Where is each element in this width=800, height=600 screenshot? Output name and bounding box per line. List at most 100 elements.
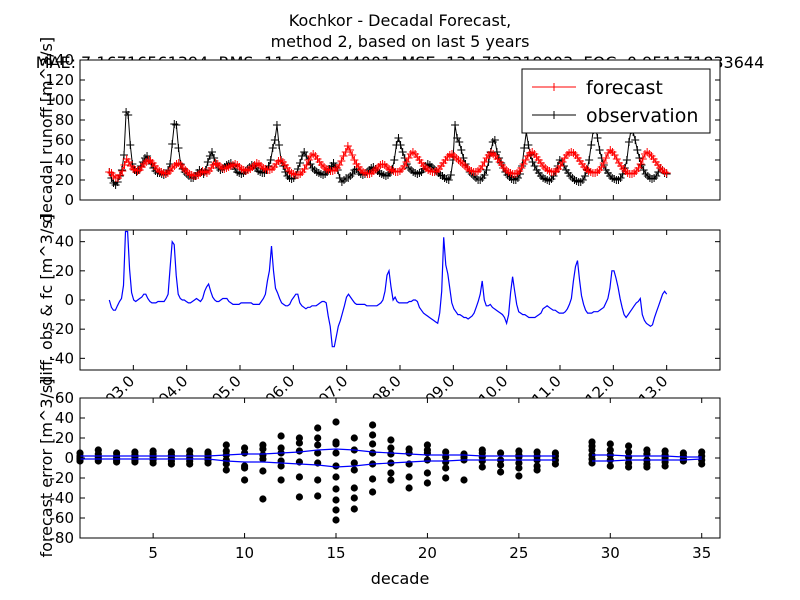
error-point	[405, 449, 413, 457]
series-marker-observation	[643, 172, 652, 180]
series-marker-observation	[566, 172, 575, 180]
series-marker-observation	[624, 138, 633, 146]
error-point	[625, 453, 633, 461]
series-marker-observation	[300, 148, 309, 156]
error-point	[369, 475, 377, 483]
series-marker-observation	[205, 152, 214, 160]
series-marker-observation	[377, 170, 386, 178]
x-tick-label: 20	[418, 544, 437, 562]
forecast-error-panel: -80 -60 -40 -20 0 20 40 60 5 10 15 20 25 30 35 forecast…	[37, 379, 721, 588]
series-marker-observation	[457, 146, 466, 154]
series-marker-observation	[488, 138, 497, 146]
series-marker-forecast	[662, 169, 671, 177]
error-point	[350, 434, 358, 442]
series-marker-observation	[143, 152, 152, 160]
error-point	[369, 421, 377, 429]
series-marker-observation	[310, 166, 319, 174]
series-marker-observation	[409, 168, 418, 176]
series-marker-observation	[633, 146, 642, 154]
error-point	[295, 493, 303, 501]
error-point	[131, 458, 139, 466]
error-axes-frame	[79, 397, 721, 539]
error-point	[259, 495, 267, 503]
error-point	[478, 463, 486, 471]
x-tick-label: 10	[235, 544, 254, 562]
series-marker-observation	[254, 167, 263, 175]
error-point	[350, 459, 358, 467]
series-marker-observation	[174, 144, 183, 152]
error-point	[679, 457, 688, 465]
series-marker-observation	[314, 169, 323, 177]
y-tick-label: 20	[55, 429, 74, 447]
y-tick-label: -20	[50, 469, 75, 487]
series-marker-observation	[126, 141, 135, 149]
error-point	[533, 466, 541, 474]
series-marker-observation	[635, 154, 644, 162]
error-point	[259, 445, 267, 453]
error-point	[241, 444, 249, 452]
y-tick-label: 40	[55, 233, 74, 251]
error-point	[497, 461, 505, 469]
error-point	[332, 506, 340, 514]
series-marker-observation	[610, 175, 619, 183]
y-tick-label: 80	[55, 111, 74, 129]
error-point	[350, 505, 358, 513]
y-tick-label: 100	[45, 91, 74, 109]
error-point	[442, 448, 450, 456]
series-marker-observation	[109, 179, 118, 187]
error-point	[277, 432, 285, 440]
series-marker-forecast	[337, 157, 346, 165]
series-marker-observation	[593, 134, 602, 142]
error-point	[277, 476, 285, 484]
error-band-upper-line	[80, 448, 702, 458]
error-y-axis-label: forecast error [m^3/s]	[37, 379, 56, 558]
error-point	[515, 453, 523, 461]
series-marker-observation	[398, 148, 407, 156]
series-marker-observation	[480, 171, 489, 179]
y-tick-label: 60	[55, 389, 74, 407]
series-marker-forecast	[348, 151, 357, 159]
series-marker-observation	[606, 172, 615, 180]
error-point	[332, 449, 340, 457]
error-point	[295, 439, 303, 447]
x-tick-label: 15	[326, 544, 345, 562]
error-point	[387, 436, 395, 444]
series-marker-observation	[319, 171, 328, 179]
series-marker-forecast	[120, 161, 129, 169]
y-tick-label: 0	[64, 449, 74, 467]
series-marker-observation	[384, 171, 392, 179]
series-marker-observation	[545, 177, 554, 185]
error-x-axis-label: decade	[371, 569, 430, 588]
runoff-panel: 0 20 40 60 80 100 120 140 forecast observation dec…	[37, 37, 721, 223]
series-marker-observation	[616, 174, 625, 182]
error-point	[387, 476, 395, 484]
error-point	[241, 476, 249, 484]
series-marker-observation	[446, 171, 455, 179]
series-marker-observation	[455, 138, 464, 146]
series-marker-observation	[172, 121, 181, 129]
series-marker-observation	[639, 166, 648, 174]
error-band-lower-line	[80, 458, 702, 468]
y-tick-label: 0	[64, 291, 74, 309]
error-point	[350, 466, 358, 474]
series-marker-observation	[568, 174, 577, 182]
error-point	[332, 485, 340, 493]
series-marker-observation	[476, 176, 485, 184]
series-marker-observation	[543, 176, 552, 184]
error-point	[423, 469, 431, 477]
series-marker-forecast	[341, 148, 350, 156]
series-marker-observation	[641, 170, 650, 178]
series-marker-observation	[578, 176, 587, 184]
series-marker-forecast	[636, 160, 645, 168]
series-marker-observation	[528, 158, 537, 166]
x-tick-label: 30	[601, 544, 620, 562]
series-marker-forecast	[638, 155, 647, 163]
error-point	[423, 441, 431, 449]
error-point	[551, 460, 560, 468]
series-marker-observation	[413, 170, 422, 178]
series-marker-observation	[321, 170, 330, 178]
error-point	[350, 484, 358, 492]
series-marker-observation	[587, 141, 596, 149]
series-marker-observation	[490, 136, 499, 144]
